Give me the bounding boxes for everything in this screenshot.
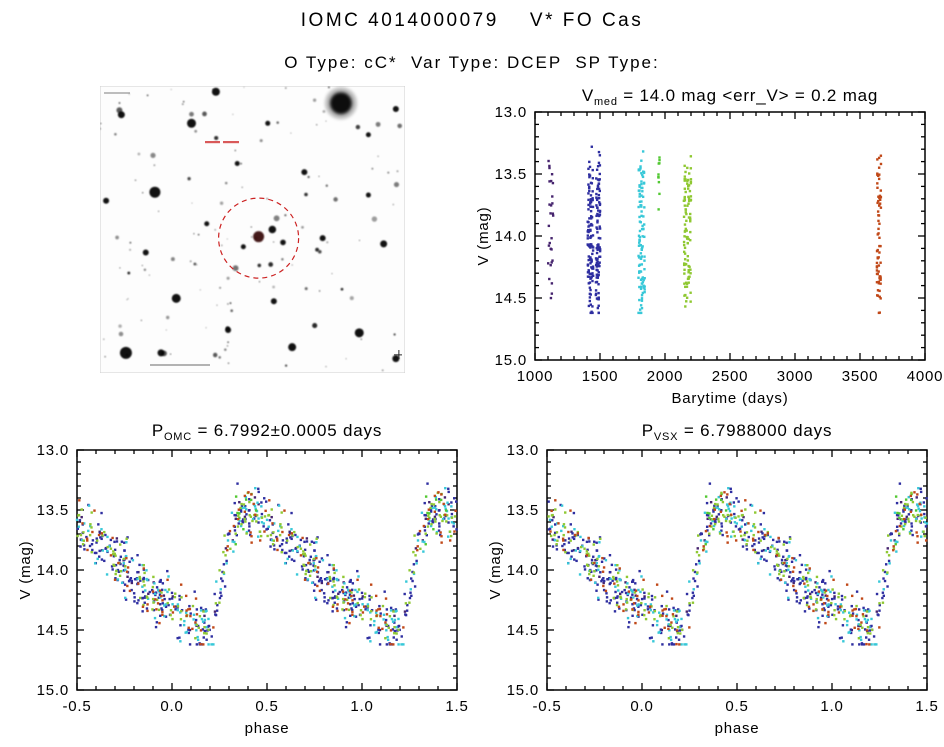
x-tick-label: 1000 xyxy=(517,368,554,385)
scatter-points xyxy=(546,145,883,315)
y-tick-label: 14.5 xyxy=(507,622,539,639)
y-tick-label: 13.0 xyxy=(37,442,69,459)
x-tick-label: 4000 xyxy=(907,368,944,385)
x-axis-label: Barytime (days) xyxy=(671,390,788,407)
x-tick-label: 1.5 xyxy=(445,698,468,715)
y-tick-label: 13.0 xyxy=(507,442,539,459)
y-tick-label: 13.0 xyxy=(495,104,527,121)
target-star xyxy=(253,231,265,243)
y-tick-label: 14.5 xyxy=(37,622,69,639)
x-tick-label: 2000 xyxy=(647,368,684,385)
finder-chart-image xyxy=(100,86,405,373)
plot-frame xyxy=(546,449,928,691)
y-tick-label: 15.0 xyxy=(37,682,69,699)
x-tick-label: 3500 xyxy=(842,368,879,385)
y-tick-label: 14.0 xyxy=(37,562,69,579)
x-tick-label: 1.5 xyxy=(915,698,938,715)
page-subtitle: O Type: cC* Var Type: DCEP SP Type: xyxy=(284,53,660,72)
x-axis-label: phase xyxy=(715,720,760,737)
y-tick-label: 13.5 xyxy=(495,166,527,183)
x-tick-label: 0.5 xyxy=(255,698,278,715)
plate-annotations xyxy=(104,92,402,366)
x-tick-label: 2500 xyxy=(712,368,749,385)
y-axis-label: V (mag) xyxy=(17,541,34,600)
x-tick-label: 0.0 xyxy=(160,698,183,715)
x-tick-label: 1500 xyxy=(582,368,619,385)
page-title: IOMC 4014000079 V* FO Cas xyxy=(300,10,644,31)
y-tick-label: 14.0 xyxy=(507,562,539,579)
y-tick-label: 14.5 xyxy=(495,290,527,307)
plot-title: PVSX = 6.7988000 days xyxy=(642,421,833,443)
background-stars xyxy=(100,86,403,372)
phase-plot-vsx: -0.5 0.0 0.5 1.0 1.5 13.0 13.5 14.0 14.5 15.0 PVSX… xyxy=(487,421,938,737)
y-axis-label: V (mag) xyxy=(487,541,504,600)
axes xyxy=(76,449,458,691)
x-axis-label: phase xyxy=(245,720,290,737)
x-tick-label: 3000 xyxy=(777,368,814,385)
y-axis-label: V (mag) xyxy=(475,207,492,266)
plot-title: Vmed = 14.0 mag <err_V> = 0.2 mag xyxy=(582,86,878,108)
x-tick-label: 1.0 xyxy=(820,698,843,715)
axes xyxy=(546,449,928,691)
y-tick-label: 15.0 xyxy=(495,352,527,369)
scatter-points xyxy=(75,482,458,646)
y-tick-label: 13.5 xyxy=(37,502,69,519)
x-tick-label: -0.5 xyxy=(532,698,561,715)
x-tick-label: -0.5 xyxy=(62,698,91,715)
bright-stars xyxy=(103,87,400,363)
x-tick-label: 0.5 xyxy=(725,698,748,715)
y-tick-label: 13.5 xyxy=(507,502,539,519)
y-tick-label: 14.0 xyxy=(495,228,527,245)
finder-background xyxy=(100,86,405,373)
axes xyxy=(534,111,926,361)
plot-frame xyxy=(76,449,458,691)
y-tick-label: 15.0 xyxy=(507,682,539,699)
x-tick-label: 0.0 xyxy=(630,698,653,715)
x-tick-label: 1.0 xyxy=(350,698,373,715)
target-marker-circle xyxy=(218,197,300,279)
phase-plot-omc: -0.5 0.0 0.5 1.0 1.5 13.0 13.5 14.0 14.5 15.0 POMC… xyxy=(17,421,468,737)
plot-title: POMC = 6.7992±0.0005 days xyxy=(152,421,382,443)
scatter-points xyxy=(547,482,929,646)
lightcurve-time-plot: 1000 1500 2000 2500 3000 3500 4000 13.0 13.5 14.0… xyxy=(475,86,944,407)
